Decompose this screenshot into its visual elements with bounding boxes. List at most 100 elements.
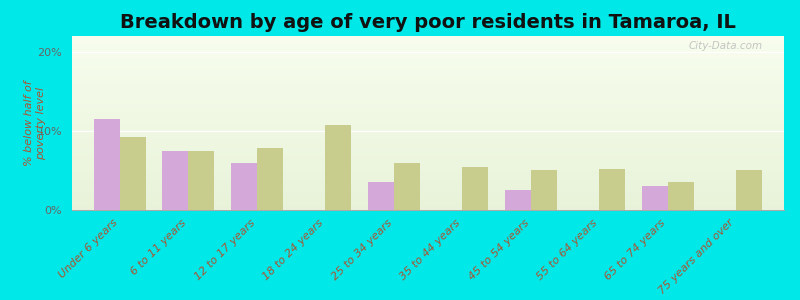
Bar [394, 163, 420, 210]
Bar [72, 160, 784, 161]
Bar [72, 163, 784, 165]
Bar [72, 184, 784, 186]
Bar [72, 112, 784, 114]
Bar [72, 102, 784, 104]
Text: City-Data.com: City-Data.com [689, 41, 762, 51]
Bar [72, 67, 784, 69]
Bar [72, 189, 784, 191]
Bar [72, 142, 784, 144]
Bar [72, 134, 784, 135]
Bar [72, 55, 784, 57]
Bar [72, 74, 784, 76]
Bar [368, 182, 394, 210]
Bar [72, 123, 784, 125]
Bar [72, 116, 784, 118]
Bar [72, 140, 784, 142]
Bar [72, 121, 784, 123]
Bar [72, 146, 784, 147]
Bar [72, 119, 784, 121]
Bar [72, 153, 784, 154]
Bar [72, 151, 784, 153]
Bar [72, 168, 784, 170]
Bar [530, 170, 557, 210]
Bar [72, 57, 784, 58]
Bar [72, 200, 784, 201]
Bar [72, 85, 784, 86]
Bar [72, 165, 784, 167]
Bar [72, 99, 784, 100]
Bar [72, 40, 784, 41]
Bar [72, 92, 784, 93]
Bar [72, 41, 784, 43]
Bar [162, 151, 188, 210]
Bar [72, 135, 784, 137]
Bar [72, 130, 784, 132]
Bar [72, 205, 784, 206]
Bar [72, 73, 784, 74]
Bar [72, 78, 784, 80]
Bar [642, 186, 668, 210]
Bar [72, 191, 784, 193]
Bar [72, 38, 784, 40]
Bar [72, 179, 784, 180]
Bar [72, 114, 784, 116]
Bar [72, 156, 784, 158]
Bar [72, 203, 784, 205]
Bar [72, 36, 784, 38]
Bar [72, 193, 784, 194]
Bar [72, 158, 784, 160]
Bar [72, 154, 784, 156]
Bar [72, 62, 784, 64]
Bar [72, 161, 784, 163]
Bar [72, 69, 784, 71]
Bar [72, 48, 784, 50]
Bar [72, 196, 784, 198]
Bar [94, 119, 120, 210]
Bar [72, 76, 784, 78]
Bar [72, 149, 784, 151]
Bar [72, 107, 784, 109]
Bar [72, 177, 784, 179]
Bar [72, 86, 784, 88]
Bar [72, 172, 784, 173]
Bar [72, 66, 784, 67]
Bar [72, 198, 784, 200]
Bar [72, 170, 784, 172]
Bar [72, 111, 784, 112]
Bar [599, 169, 625, 210]
Bar [72, 60, 784, 62]
Bar [231, 163, 257, 210]
Bar [736, 170, 762, 210]
Bar [72, 139, 784, 140]
Bar [72, 128, 784, 130]
Bar [72, 46, 784, 48]
Bar [72, 125, 784, 127]
Bar [462, 167, 488, 210]
Bar [72, 144, 784, 146]
Bar [72, 182, 784, 184]
Bar [72, 71, 784, 73]
Bar [72, 93, 784, 95]
Bar [72, 109, 784, 111]
Bar [72, 167, 784, 168]
Bar [72, 53, 784, 55]
Bar [505, 190, 530, 210]
Bar [72, 52, 784, 53]
Bar [72, 58, 784, 60]
Bar [72, 118, 784, 119]
Bar [72, 43, 784, 45]
Y-axis label: % below half of
poverty level: % below half of poverty level [24, 80, 46, 166]
Bar [72, 194, 784, 196]
Bar [72, 106, 784, 107]
Bar [188, 151, 214, 210]
Bar [72, 100, 784, 102]
Bar [72, 90, 784, 92]
Bar [72, 97, 784, 99]
Bar [72, 206, 784, 208]
Bar [72, 45, 784, 46]
Bar [72, 83, 784, 85]
Bar [72, 50, 784, 52]
Bar [72, 208, 784, 210]
Bar [72, 175, 784, 177]
Bar [72, 64, 784, 66]
